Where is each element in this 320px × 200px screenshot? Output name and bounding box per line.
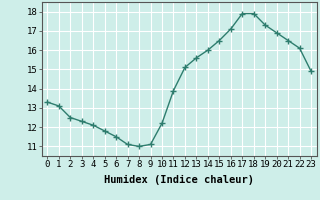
X-axis label: Humidex (Indice chaleur): Humidex (Indice chaleur) [104,175,254,185]
